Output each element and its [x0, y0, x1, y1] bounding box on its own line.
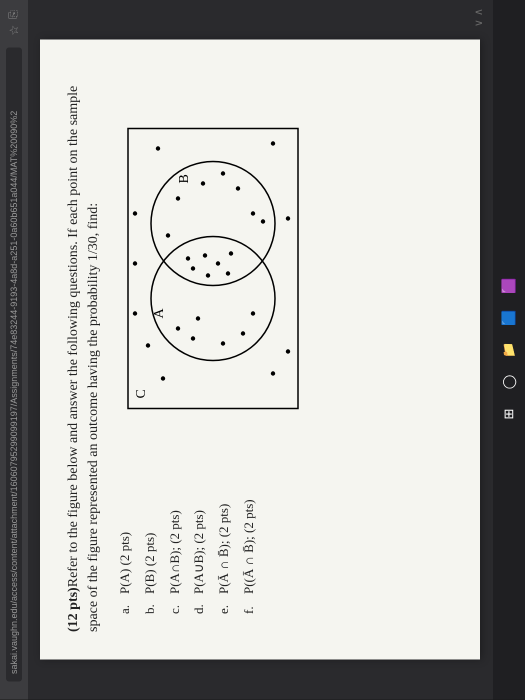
- sample-point: [191, 267, 195, 271]
- scroll-arrows[interactable]: ∨ ∧: [472, 8, 485, 27]
- taskbar: ⊞ ◯ 📁 🟦 🟪: [493, 0, 525, 700]
- sample-point: [133, 212, 137, 216]
- sample-point: [271, 142, 275, 146]
- content-row: a.P(A) (2 pts) b.P(B) (2 pts) c.P(A∩B); …: [113, 68, 303, 632]
- list-item: b.P(B) (2 pts): [138, 499, 163, 614]
- sample-point: [156, 147, 160, 151]
- list-item: c.P(A∩B); (2 pts): [163, 499, 188, 614]
- sample-point: [146, 344, 150, 348]
- explorer-icon[interactable]: 📁: [499, 340, 519, 360]
- list-item: e.P(Ā ∩ B̄); (2 pts): [212, 499, 237, 614]
- item-text: P(A) (2 pts): [113, 532, 138, 594]
- item-letter: a.: [113, 594, 138, 614]
- sample-point: [176, 327, 180, 331]
- sample-point: [133, 262, 137, 266]
- sample-point: [191, 337, 195, 341]
- label-b: B: [177, 174, 192, 183]
- label-a: A: [152, 308, 167, 319]
- sample-point: [161, 377, 165, 381]
- circle-b: [151, 162, 275, 286]
- item-text: P(A∪B); (2 pts): [187, 510, 212, 594]
- viewport: sakai.vaughn.edu/access/content/attachme…: [0, 0, 525, 700]
- start-icon[interactable]: ⊞: [499, 404, 519, 424]
- sample-point: [286, 350, 290, 354]
- bookmark-star-icon[interactable]: ☆: [7, 25, 21, 36]
- sample-point: [216, 262, 220, 266]
- item-text: P(B) (2 pts): [138, 533, 163, 594]
- reading-list-icon[interactable]: ⎘: [8, 10, 21, 19]
- item-text: P((Ā ∩ B̄); (2 pts): [237, 499, 262, 594]
- sample-point: [166, 234, 170, 238]
- sample-point: [206, 274, 210, 278]
- item-text: P(Ā ∩ B̄); (2 pts): [212, 504, 237, 594]
- sample-point: [221, 172, 225, 176]
- sample-point: [176, 197, 180, 201]
- sample-point: [186, 257, 190, 261]
- cortana-icon[interactable]: ◯: [499, 372, 519, 392]
- app-icon[interactable]: 🟦: [499, 308, 519, 328]
- item-letter: e.: [212, 594, 237, 614]
- sample-point: [271, 372, 275, 376]
- app-icon[interactable]: 🟪: [499, 276, 519, 296]
- list-item: f.P((Ā ∩ B̄); (2 pts): [237, 499, 262, 614]
- question-text: (12 pts)Refer to the figure below and an…: [64, 68, 103, 632]
- item-letter: c.: [163, 594, 188, 614]
- sample-point: [196, 317, 200, 321]
- points-prefix: (12 pts): [66, 587, 81, 632]
- parts-list: a.P(A) (2 pts) b.P(B) (2 pts) c.P(A∩B); …: [113, 499, 303, 632]
- sample-point: [241, 332, 245, 336]
- list-item: a.P(A) (2 pts): [113, 499, 138, 614]
- circle-a: [151, 237, 275, 361]
- venn-diagram: C A B: [123, 124, 303, 414]
- list-item: d.P(A∪B); (2 pts): [187, 499, 212, 614]
- sample-point: [133, 312, 137, 316]
- sample-space-rect: [128, 129, 298, 409]
- sample-point: [226, 272, 230, 276]
- url-bar[interactable]: sakai.vaughn.edu/access/content/attachme…: [6, 48, 22, 682]
- sample-point: [261, 220, 265, 224]
- sample-point: [203, 254, 207, 258]
- sample-point: [236, 187, 240, 191]
- sample-point: [221, 342, 225, 346]
- item-text: P(A∩B); (2 pts): [163, 510, 188, 594]
- sample-point: [251, 212, 255, 216]
- label-c: C: [134, 389, 149, 398]
- venn-diagram-container: C A B: [113, 68, 303, 469]
- dots-group: [133, 142, 290, 381]
- item-letter: b.: [138, 594, 163, 614]
- item-letter: f.: [237, 594, 262, 614]
- browser-bar: sakai.vaughn.edu/access/content/attachme…: [0, 0, 28, 700]
- sample-point: [201, 182, 205, 186]
- item-letter: d.: [187, 594, 212, 614]
- sample-point: [229, 252, 233, 256]
- document-page: (12 pts)Refer to the figure below and an…: [40, 40, 480, 660]
- question-body: Refer to the figure below and answer the…: [66, 86, 101, 632]
- sample-point: [251, 312, 255, 316]
- sample-point: [286, 217, 290, 221]
